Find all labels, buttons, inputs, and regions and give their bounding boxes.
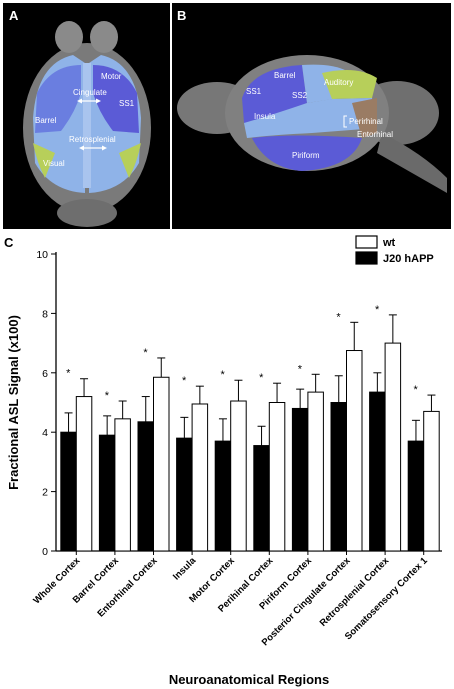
bar-j20-happ: [137, 421, 154, 552]
x-category-label: Retrosplenial Cortex: [318, 555, 392, 629]
bar-wt: [346, 350, 363, 552]
bar-wt: [423, 410, 440, 552]
y-axis: 0 2 4 6 8 10: [36, 249, 57, 558]
bar-j20-happ: [214, 440, 232, 552]
region-label-auditory: Auditory: [324, 78, 353, 87]
bar-j20-happ: [330, 402, 347, 552]
significance-star: *: [259, 372, 264, 384]
bar-wt: [191, 403, 209, 552]
region-label-ss1: SS1: [119, 99, 135, 108]
y-tick-label: 0: [42, 546, 48, 558]
bar-wt: [75, 396, 93, 552]
x-category-label: Somatosensory Cortex 1: [343, 555, 430, 642]
legend-swatch-j20: [355, 251, 378, 265]
bar-wt: [384, 342, 402, 552]
legend-label-wt: wt: [382, 237, 396, 249]
region-label-cingulate: Cingulate: [73, 88, 107, 97]
panel-c-letter: C: [4, 235, 14, 250]
bar-j20-happ: [253, 445, 270, 552]
panel-a-letter: A: [9, 8, 19, 23]
significance-star: *: [105, 390, 110, 402]
bar-j20-happ: [407, 440, 425, 552]
region-label-barrel-lateral: Barrel: [274, 71, 296, 80]
bar-j20-happ: [369, 391, 386, 552]
bar-j20-happ: [60, 431, 77, 552]
bar-j20-happ: [176, 437, 193, 552]
region-label-entorhinal: Entorhinal: [357, 130, 393, 139]
bar-j20-happ: [98, 434, 116, 552]
region-label-retrosplenial: Retrosplenial: [69, 135, 116, 144]
bar-wt: [230, 400, 247, 552]
chart-legend: wt J20 hAPP: [355, 235, 434, 265]
brain-dorsal-view-image: A Motor Cingulate SS1 Barrel Retrospleni…: [3, 3, 170, 229]
y-tick-label: 4: [42, 427, 48, 439]
legend-swatch-wt: [355, 235, 378, 249]
bar-wt: [114, 418, 131, 552]
region-label-insula: Insula: [254, 112, 276, 121]
significance-star: *: [375, 304, 380, 316]
significance-star: *: [336, 311, 341, 323]
region-label-piriform: Piriform: [292, 151, 320, 160]
region-label-motor: Motor: [101, 72, 122, 81]
y-tick-label: 8: [42, 308, 48, 320]
region-label-barrel: Barrel: [35, 116, 57, 125]
significance-star: *: [66, 368, 71, 380]
bar-wt: [307, 391, 324, 552]
region-label-ss1-lateral: SS1: [246, 87, 262, 96]
y-tick-label: 6: [42, 368, 48, 380]
significance-star: *: [221, 369, 226, 381]
significance-star: *: [414, 384, 419, 396]
significance-star: *: [143, 347, 148, 359]
panel-b-letter: B: [177, 8, 186, 23]
bar-series-group: * * * * * * * * * *: [60, 304, 440, 552]
bar-wt: [153, 376, 170, 552]
legend-label-j20: J20 hAPP: [383, 253, 434, 265]
brain-lateral-view-image: B Barrel SS1 SS2 Auditory Insula Perirhi…: [172, 3, 451, 229]
significance-star: *: [298, 363, 303, 375]
asl-bar-chart: C wt J20 hAPP 0 2 4 6 8 10 Whole CortexBarrel …: [4, 235, 442, 687]
region-label-perirhinal: Perirhinal: [349, 117, 383, 126]
region-label-visual: Visual: [43, 159, 65, 168]
x-axis-title: Neuroanatomical Regions: [169, 672, 329, 687]
significance-star: *: [182, 375, 187, 387]
y-tick-label: 2: [42, 487, 48, 499]
bar-wt: [268, 402, 286, 552]
y-axis-title: Fractional ASL Signal (x100): [6, 315, 21, 490]
y-tick-label: 10: [36, 249, 48, 261]
region-label-ss2: SS2: [292, 91, 308, 100]
x-category-label: Insula: [171, 555, 199, 583]
bar-j20-happ: [291, 407, 309, 552]
